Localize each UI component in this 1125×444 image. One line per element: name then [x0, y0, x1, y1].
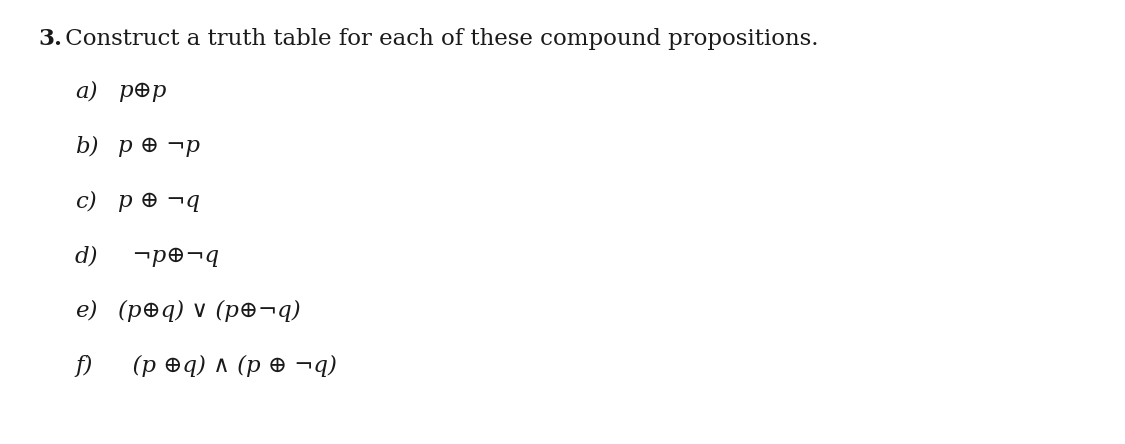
- Text: p ⊕ ¬q: p ⊕ ¬q: [118, 190, 200, 212]
- Text: b): b): [75, 135, 99, 157]
- Text: f): f): [75, 355, 92, 377]
- Text: d): d): [75, 245, 99, 267]
- Text: (p ⊕q) ∧ (p ⊕ ¬q): (p ⊕q) ∧ (p ⊕ ¬q): [118, 355, 336, 377]
- Text: p⊕p: p⊕p: [118, 80, 166, 102]
- Text: a): a): [75, 80, 98, 102]
- Text: Construct a truth table for each of these compound propositions.: Construct a truth table for each of thes…: [58, 28, 819, 50]
- Text: c): c): [75, 190, 97, 212]
- Text: e): e): [75, 300, 98, 322]
- Text: (p⊕q) ∨ (p⊕¬q): (p⊕q) ∨ (p⊕¬q): [118, 300, 300, 322]
- Text: 3.: 3.: [38, 28, 62, 50]
- Text: p ⊕ ¬p: p ⊕ ¬p: [118, 135, 200, 157]
- Text: ¬p⊕¬q: ¬p⊕¬q: [118, 245, 219, 267]
